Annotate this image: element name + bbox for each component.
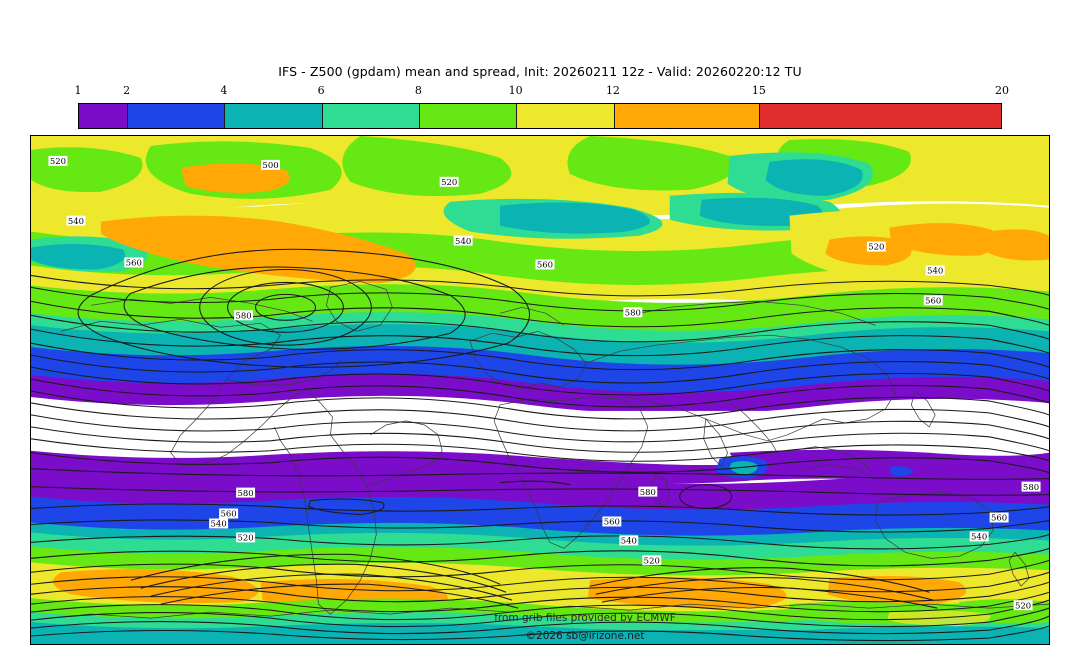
svg-text:560: 560 — [925, 296, 941, 306]
svg-text:520: 520 — [237, 533, 253, 543]
contour-label-540: 540 — [453, 235, 473, 246]
colorbar-tick-10: 10 — [508, 84, 523, 97]
colorbar-segment-2-4 — [127, 104, 225, 128]
contour-label-520: 520 — [48, 155, 68, 166]
svg-text:560: 560 — [126, 258, 142, 268]
svg-text:540: 540 — [68, 216, 84, 226]
colorbar-tick-15: 15 — [751, 84, 766, 97]
svg-text:560: 560 — [991, 513, 1007, 523]
svg-text:560: 560 — [537, 260, 553, 270]
svg-text:500: 500 — [262, 160, 278, 170]
colorbar-segment-6-8 — [321, 104, 420, 128]
svg-text:580: 580 — [235, 310, 251, 320]
colorbar-tick-12: 12 — [605, 84, 620, 97]
contour-label-560: 560 — [124, 257, 144, 268]
contour-label-500: 500 — [261, 159, 281, 170]
contour-label-580: 580 — [638, 486, 658, 497]
svg-text:520: 520 — [50, 156, 66, 166]
contour-label-560: 560 — [535, 259, 555, 270]
contour-label-560: 560 — [923, 295, 943, 306]
contour-label-580: 580 — [1021, 481, 1041, 492]
svg-text:520: 520 — [1015, 600, 1031, 610]
contour-label-560: 560 — [602, 516, 622, 527]
colorbar-segment-4-6 — [224, 104, 322, 128]
contour-label-580: 580 — [234, 310, 254, 320]
contour-label-520: 520 — [236, 532, 256, 543]
svg-text:540: 540 — [211, 519, 227, 529]
svg-text:580: 580 — [1023, 482, 1039, 492]
contour-label-560: 560 — [219, 508, 239, 519]
colorbar-tick-labels: 1 2 4 6 8 10 12 15 20 — [74, 84, 1010, 100]
svg-text:580: 580 — [237, 488, 253, 498]
contour-label-520: 520 — [866, 241, 886, 252]
svg-text:540: 540 — [621, 536, 637, 546]
colorbar-tick-8: 8 — [414, 84, 422, 97]
contour-label-540: 540 — [66, 215, 86, 226]
svg-text:540: 540 — [971, 532, 987, 542]
colorbar-tick-1: 1 — [74, 84, 82, 97]
contour-label-540: 540 — [619, 535, 639, 546]
svg-text:560: 560 — [221, 509, 237, 519]
contour-label-560: 560 — [989, 512, 1009, 523]
colorbar-segment-15-20 — [759, 104, 1001, 128]
svg-text:540: 540 — [455, 236, 471, 246]
contour-label-520: 520 — [439, 176, 459, 187]
map-plot-area: 520 500 540 520 560 540 560 580 580 520 540 560 580 5… — [30, 135, 1050, 645]
contour-label-540: 540 — [925, 265, 945, 276]
colorbar-segment-1-2 — [79, 104, 128, 128]
colorbar-tick-6: 6 — [317, 84, 325, 97]
page-title: IFS - Z500 (gpdam) mean and spread, Init… — [278, 64, 802, 79]
colorbar-segment-10-12 — [516, 104, 614, 128]
contour-label-520: 520 — [1013, 600, 1033, 610]
svg-text:520: 520 — [644, 556, 660, 566]
colorbar-tick-20: 20 — [995, 84, 1009, 97]
contour-label-580: 580 — [236, 487, 256, 498]
svg-text:560: 560 — [604, 517, 620, 527]
z500-contours — [31, 248, 1049, 642]
svg-text:580: 580 — [625, 308, 641, 318]
colorbar — [78, 103, 1002, 129]
svg-text:520: 520 — [868, 242, 884, 252]
colorbar-tick-2: 2 — [123, 84, 131, 97]
contour-label-520: 520 — [642, 555, 662, 566]
colorbar-segment-12-15 — [613, 104, 760, 128]
svg-text:540: 540 — [927, 266, 943, 276]
contour-label-540: 540 — [209, 518, 229, 529]
colorbar-tick-4: 4 — [220, 84, 228, 97]
svg-text:580: 580 — [640, 487, 656, 497]
svg-text:520: 520 — [441, 177, 457, 187]
colorbar-segments — [78, 103, 1002, 129]
contour-label-580: 580 — [623, 307, 643, 318]
contour-label-540: 540 — [969, 531, 989, 542]
colorbar-segment-8-10 — [419, 104, 517, 128]
